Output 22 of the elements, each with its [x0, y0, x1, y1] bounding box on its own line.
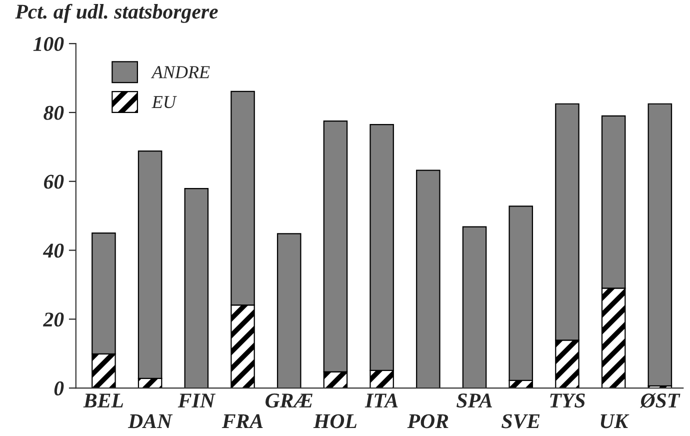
y-tick-label: 40 [42, 244, 64, 258]
x-tick-label: BEL [83, 394, 124, 408]
x-tick-label: DAN [128, 414, 173, 428]
x-tick-label: GRÆ [266, 394, 312, 408]
y-tick-label: 80 [44, 106, 64, 120]
x-tick-label: FRA [222, 414, 263, 428]
y-tick-label: 0 [54, 381, 64, 396]
x-tick-label: ITA [364, 394, 398, 408]
y-tick-label: 100 [33, 36, 64, 52]
y-tick-label: 60 [44, 174, 64, 189]
x-tick-label: POR [407, 414, 448, 428]
x-tick-label: TYS [550, 394, 585, 408]
x-tick-label: ØST [640, 393, 680, 408]
x-tick-label: SPA [456, 394, 492, 408]
x-tick-label: SVE [502, 414, 540, 428]
legend-label: ANDRE [150, 66, 210, 78]
x-tick-label: FIN [178, 394, 216, 408]
y-axis-title: Pct. af udl. statsborgere [15, 4, 218, 23]
x-tick-label: UK [600, 414, 630, 428]
y-tick-label: 20 [43, 312, 64, 327]
x-tick-label: HOL [313, 414, 357, 428]
legend-label: EU [152, 96, 177, 108]
